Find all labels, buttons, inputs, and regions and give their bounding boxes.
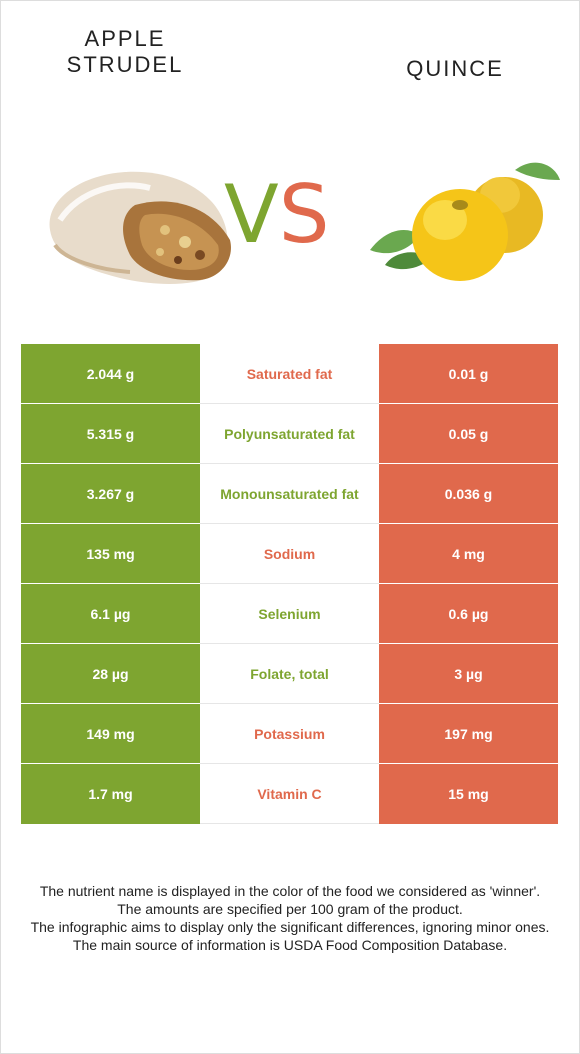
right-value-cell: 0.05 g bbox=[379, 404, 558, 464]
table-row: 1.7 mg Vitamin C 15 mg bbox=[21, 764, 558, 824]
table-row: 2.044 g Saturated fat 0.01 g bbox=[21, 344, 558, 404]
left-value-cell: 135 mg bbox=[21, 524, 200, 584]
nutrient-name-cell: Potassium bbox=[200, 704, 379, 764]
footer-line-1: The nutrient name is displayed in the co… bbox=[39, 883, 541, 899]
footer-line-2: The amounts are specified per 100 gram o… bbox=[117, 901, 463, 917]
nutrient-name-cell: Monounsaturated fat bbox=[200, 464, 379, 524]
footer-line-4: The main source of information is USDA F… bbox=[72, 937, 508, 953]
food-title-right: QUINCE bbox=[406, 56, 504, 81]
versus-label: VS bbox=[224, 165, 354, 265]
apple-strudel-image bbox=[49, 171, 231, 284]
left-value-cell: 2.044 g bbox=[21, 344, 200, 404]
table-row: 5.315 g Polyunsaturated fat 0.05 g bbox=[21, 404, 558, 464]
nutrient-name-cell: Polyunsaturated fat bbox=[200, 404, 379, 464]
table-row: 149 mg Potassium 197 mg bbox=[21, 704, 558, 764]
table-row: 28 µg Folate, total 3 µg bbox=[21, 644, 558, 704]
table-row: 135 mg Sodium 4 mg bbox=[21, 524, 558, 584]
right-value-cell: 15 mg bbox=[379, 764, 558, 824]
left-value-cell: 1.7 mg bbox=[21, 764, 200, 824]
food-title-left: APPLE STRUDEL bbox=[40, 26, 210, 78]
versus-v: V bbox=[224, 168, 279, 261]
footer-line-3: The infographic aims to display only the… bbox=[30, 919, 550, 935]
left-value-cell: 149 mg bbox=[21, 704, 200, 764]
table-row: 3.267 g Monounsaturated fat 0.036 g bbox=[21, 464, 558, 524]
left-value-cell: 5.315 g bbox=[21, 404, 200, 464]
right-value-cell: 3 µg bbox=[379, 644, 558, 704]
nutrient-comparison-table: 2.044 g Saturated fat 0.01 g 5.315 g Polyuns… bbox=[21, 344, 558, 824]
nutrient-name-cell: Saturated fat bbox=[200, 344, 379, 404]
left-value-cell: 28 µg bbox=[21, 644, 200, 704]
right-value-cell: 0.6 µg bbox=[379, 584, 558, 644]
versus-s: S bbox=[278, 168, 330, 261]
footer-notes: The nutrient name is displayed in the co… bbox=[20, 882, 560, 954]
right-value-cell: 0.01 g bbox=[379, 344, 558, 404]
right-value-cell: 4 mg bbox=[379, 524, 558, 584]
right-value-cell: 197 mg bbox=[379, 704, 558, 764]
nutrient-name-cell: Folate, total bbox=[200, 644, 379, 704]
table-row: 6.1 µg Selenium 0.6 µg bbox=[21, 584, 558, 644]
right-value-cell: 0.036 g bbox=[379, 464, 558, 524]
food-title-left-line2: STRUDEL bbox=[66, 52, 184, 77]
food-title-left-line1: APPLE bbox=[84, 26, 166, 51]
left-value-cell: 3.267 g bbox=[21, 464, 200, 524]
nutrient-name-cell: Selenium bbox=[200, 584, 379, 644]
left-value-cell: 6.1 µg bbox=[21, 584, 200, 644]
nutrient-name-cell: Sodium bbox=[200, 524, 379, 584]
nutrient-name-cell: Vitamin C bbox=[200, 764, 379, 824]
quince-image bbox=[370, 162, 560, 281]
